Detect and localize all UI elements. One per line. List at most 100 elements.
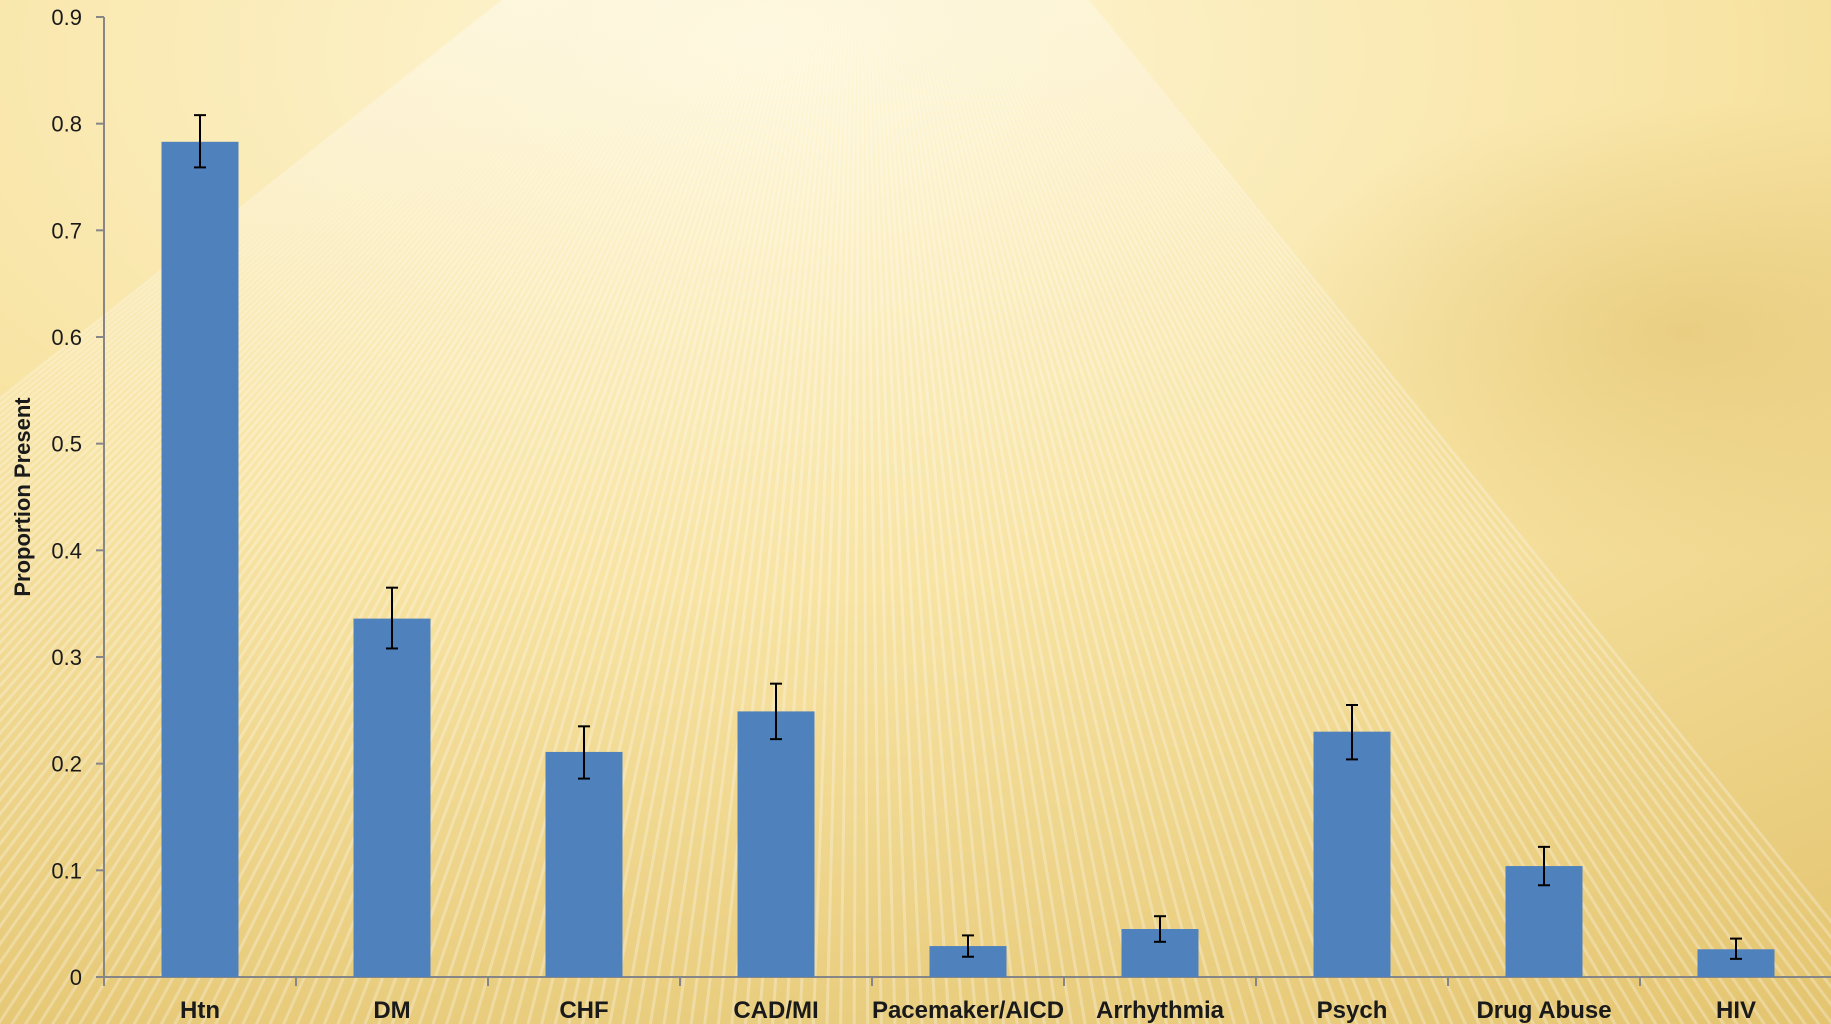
- background-stripe: [214, 0, 723, 1024]
- background-stripe: [880, 0, 965, 1024]
- background-stripe: [0, 0, 568, 544]
- x-category-label: HIV: [1716, 997, 1756, 1024]
- background-stripe: [863, 0, 883, 1024]
- background-stripe: [458, 0, 776, 1024]
- background-stripe: [0, 0, 650, 863]
- background-stripe: [404, 0, 764, 1024]
- y-tick-label: 0.2: [51, 752, 82, 777]
- background-stripe: [1059, 0, 1794, 1024]
- background-stripe: [0, 0, 582, 587]
- background-stripe: [904, 0, 1074, 1024]
- background-stripe: [956, 0, 1318, 1024]
- background-stripe: [0, 0, 653, 879]
- background-stripe: [948, 0, 1277, 1024]
- background-stripe: [1062, 0, 1807, 1024]
- background-stripe: [860, 0, 870, 1024]
- background-stripe: [892, 0, 1019, 1024]
- background-stripe: [889, 0, 1006, 1024]
- background-stripe: [910, 0, 1101, 1024]
- background-stripe: [0, 0, 591, 615]
- background-stripe: [485, 0, 782, 1024]
- background-stripe: [951, 0, 1291, 1024]
- background-stripe: [50, 0, 688, 1024]
- background-stripe: [995, 0, 1495, 1024]
- bar: [353, 618, 431, 977]
- background-stripe: [0, 0, 659, 912]
- background-stripe: [0, 0, 547, 490]
- background-stripe: [0, 0, 530, 449]
- x-axis: [103, 976, 1831, 986]
- background-stripe: [1000, 0, 1522, 1024]
- background-stripe: [703, 0, 828, 1024]
- background-stripe: [282, 0, 738, 1024]
- background-stripe: [898, 0, 1046, 1024]
- background-stripe: [0, 0, 509, 407]
- background-stripe: [431, 0, 770, 1024]
- bar: [545, 751, 623, 977]
- background-stripe: [1077, 0, 1831, 973]
- x-category-label: Htn: [180, 997, 220, 1024]
- y-tick-label: 0.5: [51, 432, 82, 457]
- background-stripe: [883, 0, 978, 1024]
- background-stripe: [0, 0, 647, 847]
- background-stripe: [924, 0, 1169, 1024]
- background-stripe: [648, 0, 817, 1024]
- x-category-labels: Htn DM CHF CAD/MI Pacemaker/AICD Arrhythmia Ps…: [180, 997, 1756, 1024]
- background-stripe: [254, 0, 732, 1024]
- background-stripe: [0, 0, 553, 505]
- x-category-label: CAD/MI: [733, 997, 818, 1024]
- background-stripe: [0, 0, 536, 462]
- y-tick-label: 0: [70, 965, 82, 990]
- x-category-label: Drug Abuse: [1476, 997, 1611, 1024]
- background-stripe: [915, 0, 1128, 1024]
- background-stripe: [0, 0, 506, 401]
- background-stripe: [1012, 0, 1576, 1024]
- background-stripe: [499, 0, 784, 1024]
- background-stripe: [0, 0, 571, 552]
- background-stripe: [0, 0, 664, 947]
- background-stripe: [621, 0, 811, 1024]
- bar: [737, 711, 815, 977]
- background-stripe: [907, 0, 1087, 1024]
- background-stripe: [895, 0, 1033, 1024]
- background-stripe: [0, 0, 556, 512]
- background-stripe: [0, 0, 541, 476]
- background-stripe: [0, 0, 606, 666]
- background-stripe: [852, 0, 861, 1024]
- background-stripe: [445, 0, 773, 1024]
- background-stripe: [901, 0, 1060, 1024]
- background-stripe: [0, 0, 656, 895]
- y-tick-label: 0.1: [51, 858, 82, 883]
- background-stripe: [0, 0, 562, 528]
- background-stripe: [839, 0, 858, 1024]
- background-stripe: [965, 0, 1359, 1024]
- background-stripe: [0, 0, 585, 596]
- background-stripe: [992, 0, 1481, 1024]
- background-stripe: [1050, 0, 1753, 1024]
- background-stripe: [942, 0, 1250, 1024]
- background-stripe: [0, 0, 544, 483]
- background-stripe: [0, 0, 661, 929]
- background-stripe: [0, 0, 667, 966]
- background-stripe: [716, 0, 831, 1024]
- background-stripe: [811, 0, 852, 1024]
- background-stripe: [608, 0, 808, 1024]
- background-stripe: [689, 0, 826, 1024]
- background-stripe: [877, 0, 951, 1024]
- background-stripe: [0, 0, 565, 536]
- background-stripe: [1085, 0, 1831, 924]
- y-tick-label: 0.3: [51, 645, 82, 670]
- background-stripe: [0, 0, 670, 985]
- y-tick-label: 0.7: [51, 218, 82, 243]
- background-stripe: [268, 0, 735, 1024]
- background-stripe: [472, 0, 779, 1024]
- bars: [161, 141, 1775, 978]
- background-stripe: [23, 0, 682, 1024]
- background-stripe: [912, 0, 1114, 1024]
- background-stripe: [662, 0, 820, 1024]
- background-stripe: [0, 0, 580, 578]
- background-stripe: [1068, 0, 1831, 1024]
- background-stripe: [173, 0, 714, 1024]
- background-stripe: [871, 0, 924, 1024]
